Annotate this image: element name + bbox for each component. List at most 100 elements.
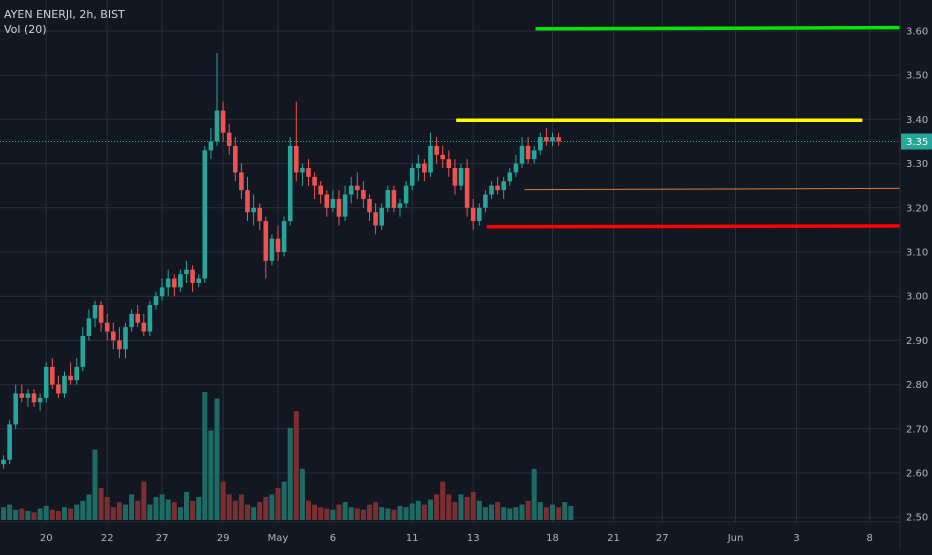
volume-bar [556,507,562,520]
price-tick-label: 2.80 [906,380,928,391]
volume-bar [74,504,80,520]
volume-bar [360,509,366,520]
volume-bar [348,507,354,520]
candle-body [62,375,67,394]
volume-bar [171,502,177,520]
candle-body [7,424,12,460]
volume-bar [98,488,104,520]
volume-bar [513,507,519,520]
volume-indicator-title[interactable]: Vol (20) [4,23,47,36]
volume-bar [55,511,61,520]
volume-bar [543,507,549,520]
volume-bar [80,500,86,520]
volume-bar [428,499,433,520]
green-level-line[interactable] [535,25,932,31]
volume-bar [330,509,336,520]
volume-bar [226,494,232,520]
candle-body [37,397,43,403]
volume-bar [110,507,116,520]
volume-bar [275,488,281,520]
orange-level-line[interactable] [524,187,904,191]
candle-body [361,190,366,199]
price-tick-label: 2.50 [906,513,928,524]
time-tick-label: May [268,533,289,544]
candle-body [275,238,281,252]
volume-bar [342,502,348,520]
candle-body [50,366,55,385]
volume-bar [43,505,49,520]
candle-body [172,278,177,288]
candle-body [306,168,311,177]
candle-body [226,132,232,146]
volume-bar [397,505,403,520]
red-level-line[interactable] [486,224,906,229]
candle-body [147,305,153,332]
time-tick-label: 27 [656,533,669,544]
candle-body [80,335,86,367]
candle-body [233,145,238,173]
volume-bar [299,468,305,520]
volume-bar [153,496,159,520]
volume-bar [421,504,427,520]
time-tick-label: 20 [40,533,53,544]
volume-bar [141,481,147,520]
candle-body [495,185,500,191]
candle-body [190,269,195,283]
volume-bar [415,500,421,520]
candle-body [1,459,6,465]
candle-body [220,110,226,133]
candle-body [153,296,159,306]
volume-bar [202,392,208,520]
candle-body [68,375,73,381]
symbol-title[interactable]: AYEN ENERJI, 2h, BIST [4,8,125,21]
candle-body [294,145,299,173]
volume-bar [318,507,324,520]
volume-bar [367,504,372,520]
candle-body [318,185,323,195]
candle-body [489,185,494,195]
volume-bar [489,504,494,520]
volume-bar [159,494,165,520]
candle-body [184,269,189,275]
volume-bar [92,449,98,520]
candle-body [202,150,208,279]
volume-bar [129,494,135,520]
price-axis[interactable] [900,0,932,550]
candle-body [324,194,330,208]
chart-legend: AYEN ENERJI, 2h, BIST Vol (20) [4,7,125,37]
candle-body [544,137,549,142]
candle-body [519,145,525,164]
volume-bar [190,500,196,520]
candle-body [434,145,439,155]
volume-bar [324,508,330,520]
time-tick-label: 11 [406,533,419,544]
volume-bar [177,507,183,520]
candle-body [239,172,244,191]
candle-body [251,207,256,213]
volume-bar [336,504,342,520]
volume-bar [232,500,238,520]
volume-bar [507,508,513,520]
candle-body [525,145,531,160]
price-tick-label: 3.10 [906,248,928,259]
candle-body [31,393,37,403]
price-tick-label: 3.60 [906,27,928,38]
volume-bar [68,508,74,520]
volume-bar [13,509,19,520]
volume-bar [537,502,543,520]
time-tick-label: 22 [101,533,114,544]
volume-bar [525,500,531,520]
price-tick-label: 2.70 [906,424,928,435]
candle-body [513,163,519,173]
volume-bar [184,491,189,520]
candle-body [129,313,134,328]
volume-bar [464,496,470,520]
candle-body [98,305,104,323]
volume-bar [409,503,415,520]
volume-bar [31,512,37,520]
volume-bar [550,504,555,520]
volume-bar [385,508,391,520]
volume-bar [458,494,464,520]
